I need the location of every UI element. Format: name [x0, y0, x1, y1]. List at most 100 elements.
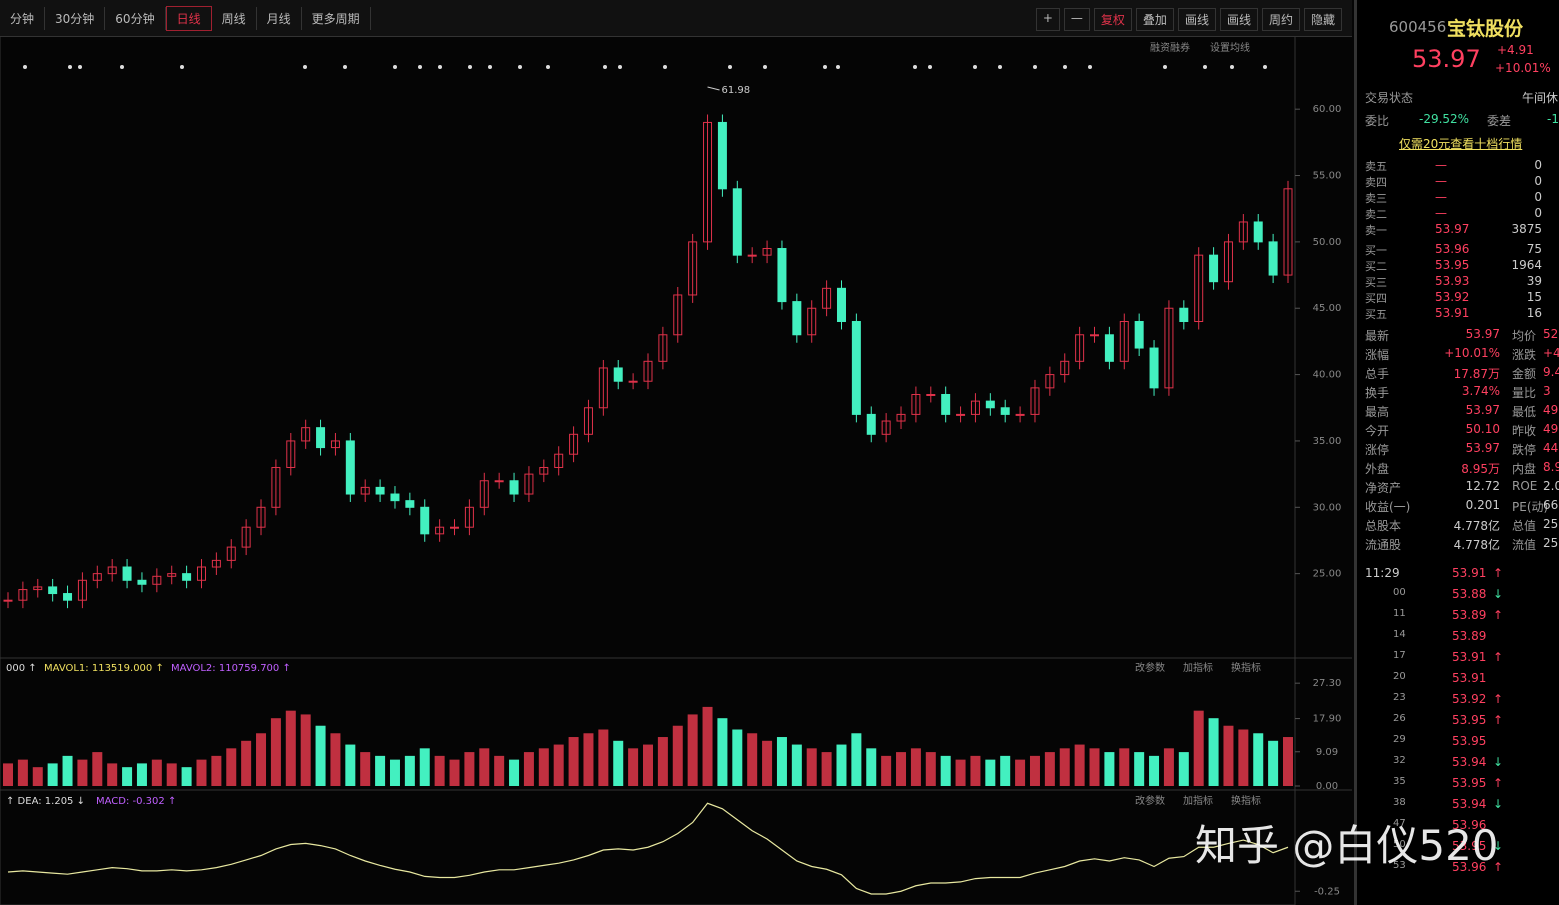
- volume-bar: [32, 767, 43, 786]
- volume-bar: [925, 752, 936, 786]
- weibi: 委差: [1487, 114, 1512, 128]
- volume-bar: [47, 763, 58, 786]
- candle: [628, 373, 638, 390]
- book-volume: 0: [1534, 158, 1542, 172]
- tick-price: 53.96: [1452, 860, 1487, 874]
- tool-button[interactable]: —: [1063, 8, 1090, 31]
- candle-body: [583, 407, 593, 435]
- tick-time: 29: [1393, 734, 1406, 745]
- candle-body: [881, 420, 891, 435]
- tick-price: 53.95: [1452, 839, 1487, 853]
- event-marker: [120, 65, 124, 69]
- tool-button[interactable]: 隐藏: [1303, 8, 1342, 31]
- volume-header: MAVOL1: 113519.000 ↑: [44, 663, 164, 674]
- volume-bar: [77, 759, 88, 786]
- candle-body: [896, 413, 906, 422]
- period-button[interactable]: 更多周期: [302, 6, 371, 30]
- tool-button[interactable]: 复权: [1093, 8, 1132, 31]
- stat: 0.201: [1465, 498, 1500, 512]
- event-marker: [998, 65, 1002, 69]
- volume-bar: [881, 755, 892, 786]
- stat: 53.97: [1465, 327, 1500, 341]
- stat: 53.97: [1465, 403, 1500, 417]
- candle: [509, 472, 519, 502]
- watermark: 知乎 @白仪520: [1195, 821, 1499, 870]
- y-tick-label: 60.00: [1313, 104, 1342, 115]
- change-pct: +10.01%: [1495, 61, 1551, 75]
- candle-body: [301, 427, 311, 442]
- stat: 44: [1543, 441, 1559, 455]
- candle: [777, 240, 787, 310]
- event-marker: [763, 65, 767, 69]
- candle-body: [941, 393, 951, 415]
- candle: [926, 386, 936, 403]
- tick-time: 14: [1393, 629, 1406, 640]
- tool-button[interactable]: 叠加: [1135, 8, 1174, 31]
- candle-body: [762, 248, 772, 256]
- period-button[interactable]: 分钟: [0, 6, 46, 30]
- volume-bar: [1074, 744, 1085, 786]
- tool-button[interactable]: +: [1035, 8, 1060, 31]
- tick-arrow: ↑: [1493, 692, 1504, 706]
- candle: [405, 492, 415, 516]
- candle: [330, 432, 340, 456]
- y-tick-label: 30.00: [1313, 502, 1342, 513]
- book-price: 53.93: [1435, 274, 1470, 288]
- candle-body: [1149, 347, 1159, 389]
- period-button[interactable]: 60分钟: [105, 6, 166, 30]
- period-button[interactable]: 周线: [212, 6, 257, 30]
- volume-bar: [717, 718, 728, 786]
- tool-button[interactable]: 周约: [1261, 8, 1300, 31]
- volume-bar: [628, 748, 639, 786]
- stat: 8.95万: [1461, 462, 1500, 476]
- dif-line: [7, 802, 1289, 895]
- level2-link[interactable]: 仅需20元查看十档行情: [1399, 137, 1523, 151]
- candle: [1060, 353, 1070, 383]
- volume-bar: [285, 710, 296, 786]
- candle-body: [360, 486, 370, 495]
- candle-body: [836, 287, 846, 323]
- candle: [316, 419, 326, 456]
- volume-bar: [538, 748, 549, 786]
- candle: [762, 240, 772, 264]
- volume-bar: [1193, 710, 1204, 786]
- y-tick-label: 35.00: [1313, 436, 1342, 447]
- candle-body: [598, 367, 608, 409]
- volume-bar: [1283, 737, 1293, 786]
- volume-bar: [836, 744, 847, 786]
- event-marker: [393, 65, 397, 69]
- candle: [688, 233, 698, 303]
- volume-bar: [464, 752, 475, 786]
- candle-body: [792, 301, 802, 336]
- candle-body: [554, 453, 564, 468]
- book-price: —: [1435, 158, 1447, 172]
- volume-bar: [1000, 755, 1011, 786]
- candle-body: [435, 526, 445, 535]
- tick-arrow: ↑: [1493, 860, 1504, 874]
- tool-button[interactable]: 画线: [1219, 8, 1258, 31]
- volume-bar: [404, 755, 415, 786]
- candle-body: [3, 599, 13, 602]
- period-button[interactable]: 日线: [165, 5, 212, 31]
- stat: 4.778亿: [1453, 519, 1500, 533]
- chart-area: 融资融券 设置均线 60.00 55.00 50.00 45.00 40.00 35.00 30…: [0, 35, 1352, 905]
- volume-bar: [375, 755, 386, 786]
- tick-time: 26: [1393, 713, 1406, 724]
- stat: 今开: [1365, 424, 1390, 438]
- macd-header: MACD: -0.302 ↑: [96, 796, 176, 807]
- candle: [1179, 300, 1189, 330]
- volume-bar: [732, 729, 743, 786]
- period-button[interactable]: 月线: [257, 6, 302, 30]
- candle: [1015, 406, 1025, 423]
- candle-body: [1209, 254, 1219, 283]
- event-marker: [23, 65, 27, 69]
- candle-body: [152, 575, 162, 585]
- book-label: 卖五: [1365, 160, 1387, 173]
- tick-arrow: ↑: [1493, 608, 1504, 622]
- tool-button[interactable]: 画线: [1177, 8, 1216, 31]
- tick-arrow: ↑: [1493, 776, 1504, 790]
- candle-body: [1015, 413, 1025, 416]
- period-button[interactable]: 30分钟: [45, 6, 106, 30]
- weibi: -29.52%: [1419, 112, 1470, 126]
